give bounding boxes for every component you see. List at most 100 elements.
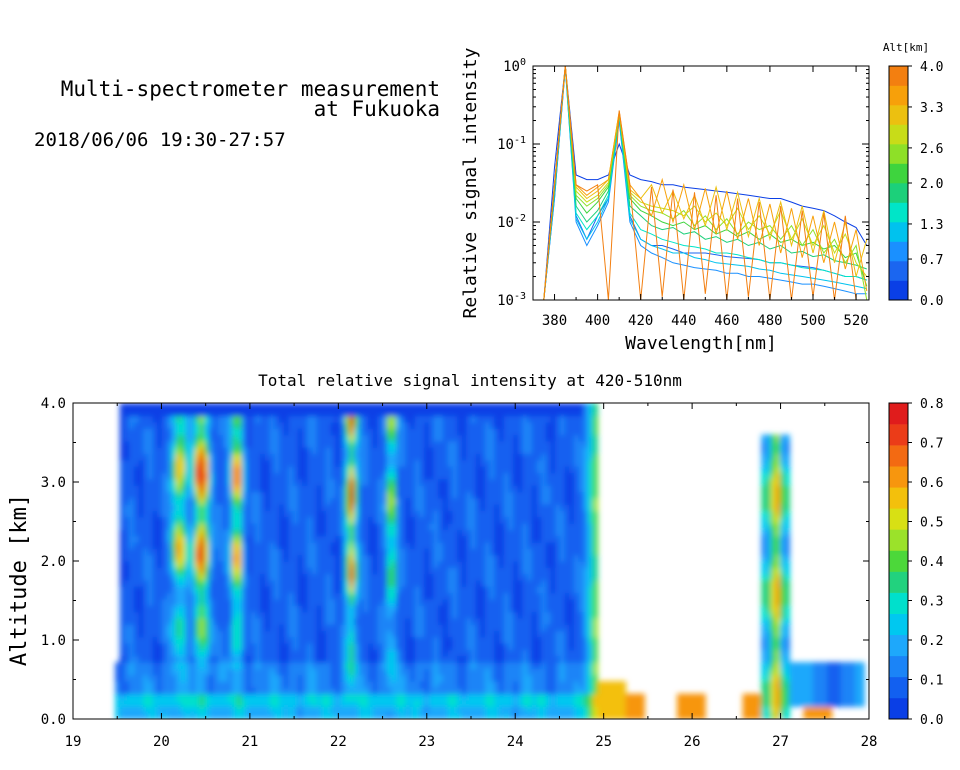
heatmap-cell — [419, 561, 425, 568]
heatmap-cell — [204, 535, 210, 543]
heatmap-cell — [522, 687, 528, 695]
spectra-y-axis-label: Relative signal intensity — [460, 47, 481, 318]
heatmap-cell — [457, 712, 463, 719]
heatmap-cell — [307, 668, 313, 676]
heatmap-cell — [241, 643, 247, 651]
heatmap-cell — [382, 567, 388, 575]
heatmap-cell — [461, 586, 467, 594]
heatmap-cell — [176, 529, 182, 537]
heatmap-cell — [274, 434, 280, 442]
heatmap-cell — [265, 630, 271, 638]
heatmap-cell — [204, 529, 210, 537]
heatmap-cell — [124, 605, 130, 613]
heatmap-cell — [129, 415, 135, 423]
heatmap-cell — [138, 472, 144, 480]
heatmap-cell — [485, 636, 491, 644]
heatmap-cell — [550, 598, 556, 606]
heatmap-cell — [157, 561, 163, 568]
heatmap-cell — [339, 674, 346, 682]
heatmap-cell — [283, 497, 289, 505]
heatmap-cell — [377, 611, 383, 619]
heatmap-cell — [171, 655, 177, 663]
heatmap-cell — [218, 611, 224, 619]
heatmap-cell — [447, 516, 453, 524]
heatmap-cell — [176, 598, 182, 606]
heatmap-cell — [199, 662, 205, 669]
heatmap-cell — [279, 422, 285, 429]
heatmap-cell — [522, 434, 528, 442]
heatmap-cell — [246, 409, 252, 417]
heatmap-cell — [513, 453, 519, 461]
heatmap-cell — [536, 700, 542, 707]
heatmap-cell — [302, 409, 308, 417]
heatmap-cell — [236, 459, 243, 467]
heatmap-cell — [288, 573, 294, 581]
heatmap-cell — [330, 409, 336, 417]
heatmap-cell — [274, 466, 280, 474]
heatmap-cell — [283, 447, 289, 455]
heatmap-cell — [185, 478, 191, 486]
heatmap-cell — [302, 535, 308, 543]
heatmap-cell — [335, 554, 341, 562]
heatmap-cell — [279, 485, 285, 493]
heatmap-cell — [531, 422, 538, 429]
heatmap-cell — [353, 674, 360, 682]
heatmap-cell — [377, 466, 383, 474]
heatmap-cell — [180, 561, 186, 568]
heatmap-cell — [438, 693, 444, 701]
heatmap-cell — [391, 668, 397, 676]
heatmap-cell — [222, 466, 229, 474]
heatmap-cell — [166, 523, 172, 530]
heatmap-cell — [396, 630, 402, 638]
heatmap-cell — [396, 554, 402, 562]
heatmap-cell — [124, 586, 130, 594]
heatmap-cell — [545, 643, 552, 651]
heatmap-cell — [461, 409, 467, 417]
heatmap-cell — [513, 523, 519, 530]
heatmap-cell — [166, 693, 172, 701]
heatmap-cell — [545, 409, 552, 417]
heatmap-cell — [143, 712, 149, 719]
heatmap-cell — [335, 485, 341, 493]
heatmap-cell — [302, 459, 308, 467]
heatmap-cell — [124, 592, 130, 600]
heatmap-cell — [438, 668, 444, 676]
heatmap-cell — [335, 542, 341, 549]
heatmap-cell — [185, 617, 191, 625]
heatmap-cell — [279, 617, 285, 625]
heatmap-cell — [147, 554, 154, 562]
heatmap-cell — [222, 700, 229, 707]
heatmap-cell — [138, 580, 144, 587]
heatmap-cell — [555, 580, 561, 587]
heatmap-cell — [283, 472, 289, 480]
heatmap-cell — [536, 712, 542, 719]
heatmap-cell — [489, 561, 495, 568]
heatmap-cell — [241, 516, 247, 524]
heatmap-cell — [545, 712, 552, 719]
heatmap-cell — [185, 605, 191, 613]
heatmap-cell — [560, 674, 566, 682]
heatmap-cell — [274, 497, 280, 505]
heatmap-cell — [190, 554, 196, 562]
heatmap-cell — [316, 655, 322, 663]
heatmap-cell — [138, 573, 144, 581]
heatmap-cell — [302, 668, 308, 676]
heatmap-cell — [400, 598, 407, 606]
heatmap-cell — [124, 567, 130, 575]
heatmap-cell — [545, 510, 552, 518]
heatmap-cell — [307, 504, 313, 511]
heatmap-cell — [522, 478, 528, 486]
heatmap-cell — [246, 649, 252, 657]
heatmap-cell — [438, 687, 444, 695]
heatmap-cell — [147, 681, 154, 688]
colorbar-tick-label: 3.3 — [920, 101, 943, 116]
heatmap-cell — [311, 567, 318, 575]
heatmap-cell — [283, 409, 289, 417]
heatmap-cell — [424, 617, 430, 625]
heatmap-cell — [297, 403, 304, 410]
heatmap-cell — [147, 428, 154, 436]
heatmap-cell — [410, 681, 416, 688]
heatmap-cell — [311, 681, 318, 688]
heatmap-cell — [391, 428, 397, 436]
heatmap-cell — [400, 586, 407, 594]
